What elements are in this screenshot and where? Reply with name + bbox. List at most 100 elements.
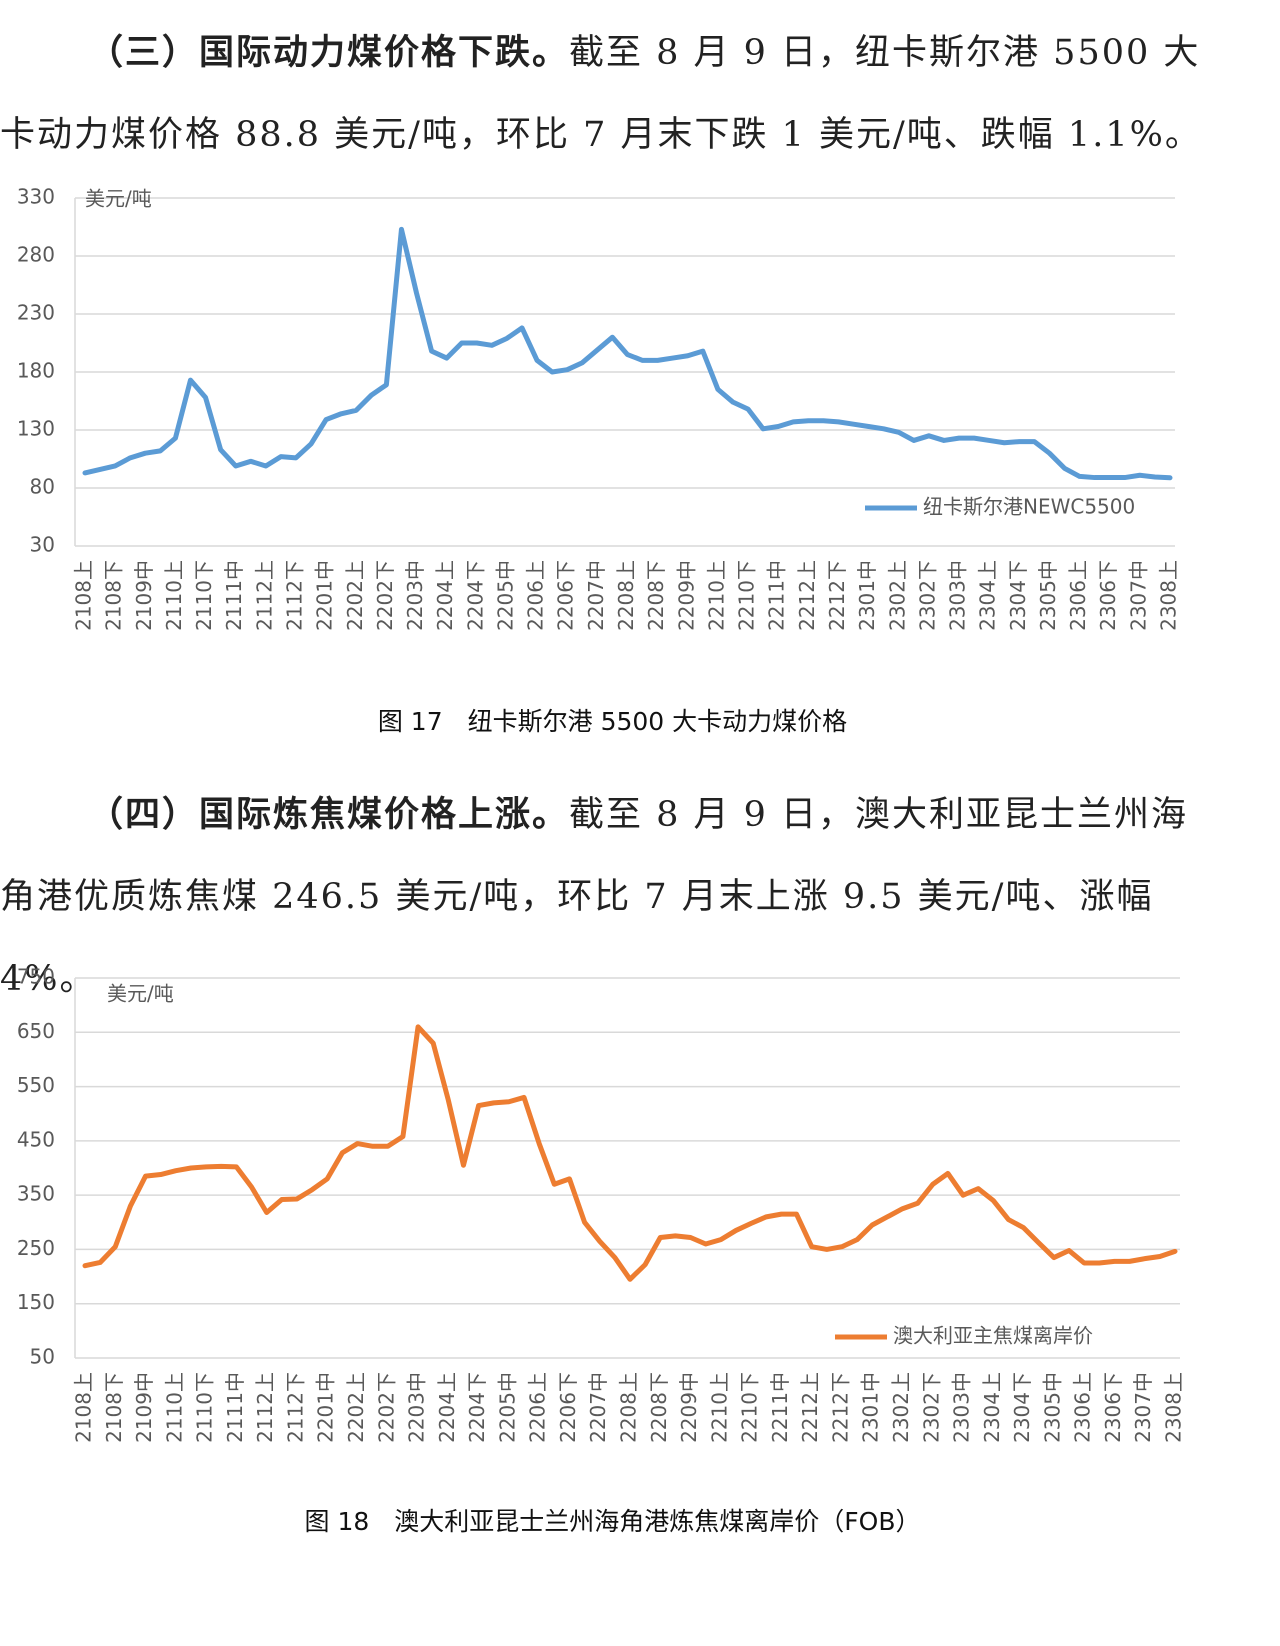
x-tick-label: 2304上 [980,1372,1004,1443]
y-tick-label: 550 [17,1073,55,1097]
x-tick-label: 2301中 [855,560,879,631]
x-tick-label: 2206上 [526,1372,550,1443]
x-tick-label: 2308上 [1162,1372,1186,1443]
caption: 图 17 纽卡斯尔港 5500 大卡动力煤价格 [377,707,848,736]
legend-label: 澳大利亚主焦煤离岸价 [893,1324,1093,1348]
y-tick-label: 450 [17,1127,55,1151]
x-tick-label: 2210上 [707,1372,731,1443]
x-tick-label: 2203中 [403,560,427,631]
x-tick-label: 2111中 [223,1372,247,1443]
y-unit: 美元/吨 [85,187,152,211]
x-tick-label: 2304下 [1006,560,1030,631]
x-tick-label: 2209中 [674,560,698,631]
y-tick-label: 330 [17,185,55,209]
x-tick-label: 2209中 [677,1372,701,1443]
x-tick-label: 2307中 [1131,1372,1155,1443]
x-tick-label: 2212下 [825,560,849,631]
x-tick-label: 2204上 [435,1372,459,1443]
x-tick-label: 2304上 [976,560,1000,631]
x-tick-label: 2306上 [1066,560,1090,631]
x-tick-label: 2207中 [584,560,608,631]
y-tick-label: 30 [30,533,55,557]
x-tick-label: 2302上 [885,560,909,631]
x-tick-label: 2306上 [1071,1372,1095,1443]
x-tick-label: 2212上 [795,560,819,631]
y-tick-label: 650 [17,1019,55,1043]
x-tick-label: 2208下 [644,560,668,631]
data-line [82,226,1173,481]
y-tick-label: 80 [30,475,55,499]
x-tick-label: 2208上 [617,1372,641,1443]
x-tick-label: 2112上 [252,560,276,631]
y-tick-label: 750 [17,965,55,989]
x-tick-label: 2302上 [889,1372,913,1443]
x-tick-label: 2207中 [586,1372,610,1443]
x-tick-label: 2109中 [132,1372,156,1443]
y-tick-label: 350 [17,1182,55,1206]
x-tick-label: 2303中 [946,560,970,631]
paragraph-heading: （三）国际动力煤价格下跌。 [88,32,570,73]
x-tick-label: 2110上 [162,560,186,631]
paragraph-text: 截至 8 月 9 日，澳大利亚昆士兰州海角港优质炼焦煤 246.5 美元/吨，环… [0,795,1189,999]
data-line [82,1024,1178,1282]
x-tick-label: 2202上 [344,1372,368,1443]
x-tick-label: 2212上 [798,1372,822,1443]
y-tick-label: 230 [17,301,55,325]
y-tick-label: 280 [17,243,55,267]
x-tick-label: 2201中 [314,1372,338,1443]
x-tick-label: 2210下 [735,560,759,631]
x-tick-label: 2210下 [738,1372,762,1443]
legend-label: 纽卡斯尔港NEWC5500 [923,495,1135,519]
x-tick-label: 2302下 [915,560,939,631]
x-tick-label: 2108上 [72,560,96,631]
x-tick-label: 2208上 [614,560,638,631]
x-tick-label: 2112下 [282,560,306,631]
x-tick-label: 2206下 [556,1372,580,1443]
x-tick-label: 2202上 [343,560,367,631]
y-tick-label: 250 [17,1236,55,1260]
x-tick-label: 2110下 [193,1372,217,1443]
chart: 50 150 250 350 450 550 650 750 美元/吨 2108上 2108下 210… [17,965,1186,1443]
y-tick-label: 180 [17,359,55,383]
x-tick-label: 2112下 [283,1372,307,1443]
x-tick-label: 2306下 [1101,1372,1125,1443]
x-tick-label: 2202下 [373,560,397,631]
caption: 图 18 澳大利亚昆士兰州海角港炼焦煤离岸价（FOB） [304,1507,921,1536]
y-tick-label: 150 [17,1290,55,1314]
y-tick-label: 50 [30,1345,55,1369]
x-tick-label: 2206上 [524,560,548,631]
x-tick-label: 2306下 [1096,560,1120,631]
x-tick-label: 2110上 [162,1372,186,1443]
x-tick-label: 2301中 [859,1372,883,1443]
x-tick-label: 2203中 [405,1372,429,1443]
paragraph: （四）国际炼焦煤价格上涨。截至 8 月 9 日，澳大利亚昆士兰州海角港优质炼焦煤… [0,774,1225,1020]
x-tick-label: 2112上 [253,1372,277,1443]
x-tick-label: 2108上 [72,1372,96,1443]
x-tick-label: 2111中 [222,560,246,631]
x-tick-label: 2305中 [1040,1372,1064,1443]
x-tick-label: 2201中 [313,560,337,631]
x-tick-label: 2208下 [647,1372,671,1443]
x-tick-label: 2205中 [493,560,517,631]
x-tick-label: 2304下 [1010,1372,1034,1443]
x-tick-label: 2206下 [554,560,578,631]
x-tick-label: 2302下 [919,1372,943,1443]
x-tick-label: 2308上 [1157,560,1181,631]
paragraph-heading: （四）国际炼焦煤价格上涨。 [88,794,570,835]
x-tick-label: 2210上 [704,560,728,631]
x-tick-label: 2305中 [1036,560,1060,631]
x-tick-label: 2204下 [465,1372,489,1443]
x-tick-label: 2212下 [828,1372,852,1443]
x-tick-label: 2303中 [950,1372,974,1443]
x-tick-label: 2307中 [1126,560,1150,631]
y-tick-label: 130 [17,417,55,441]
x-tick-label: 2108下 [102,1372,126,1443]
paragraph-text: 截至 8 月 9 日，纽卡斯尔港 5500 大卡动力煤价格 88.8 美元/吨，… [0,33,1202,155]
x-tick-label: 2110下 [192,560,216,631]
x-tick-label: 2202下 [374,1372,398,1443]
x-tick-label: 2108下 [102,560,126,631]
x-tick-label: 2204下 [463,560,487,631]
x-tick-label: 2211中 [765,560,789,631]
x-tick-label: 2211中 [768,1372,792,1443]
